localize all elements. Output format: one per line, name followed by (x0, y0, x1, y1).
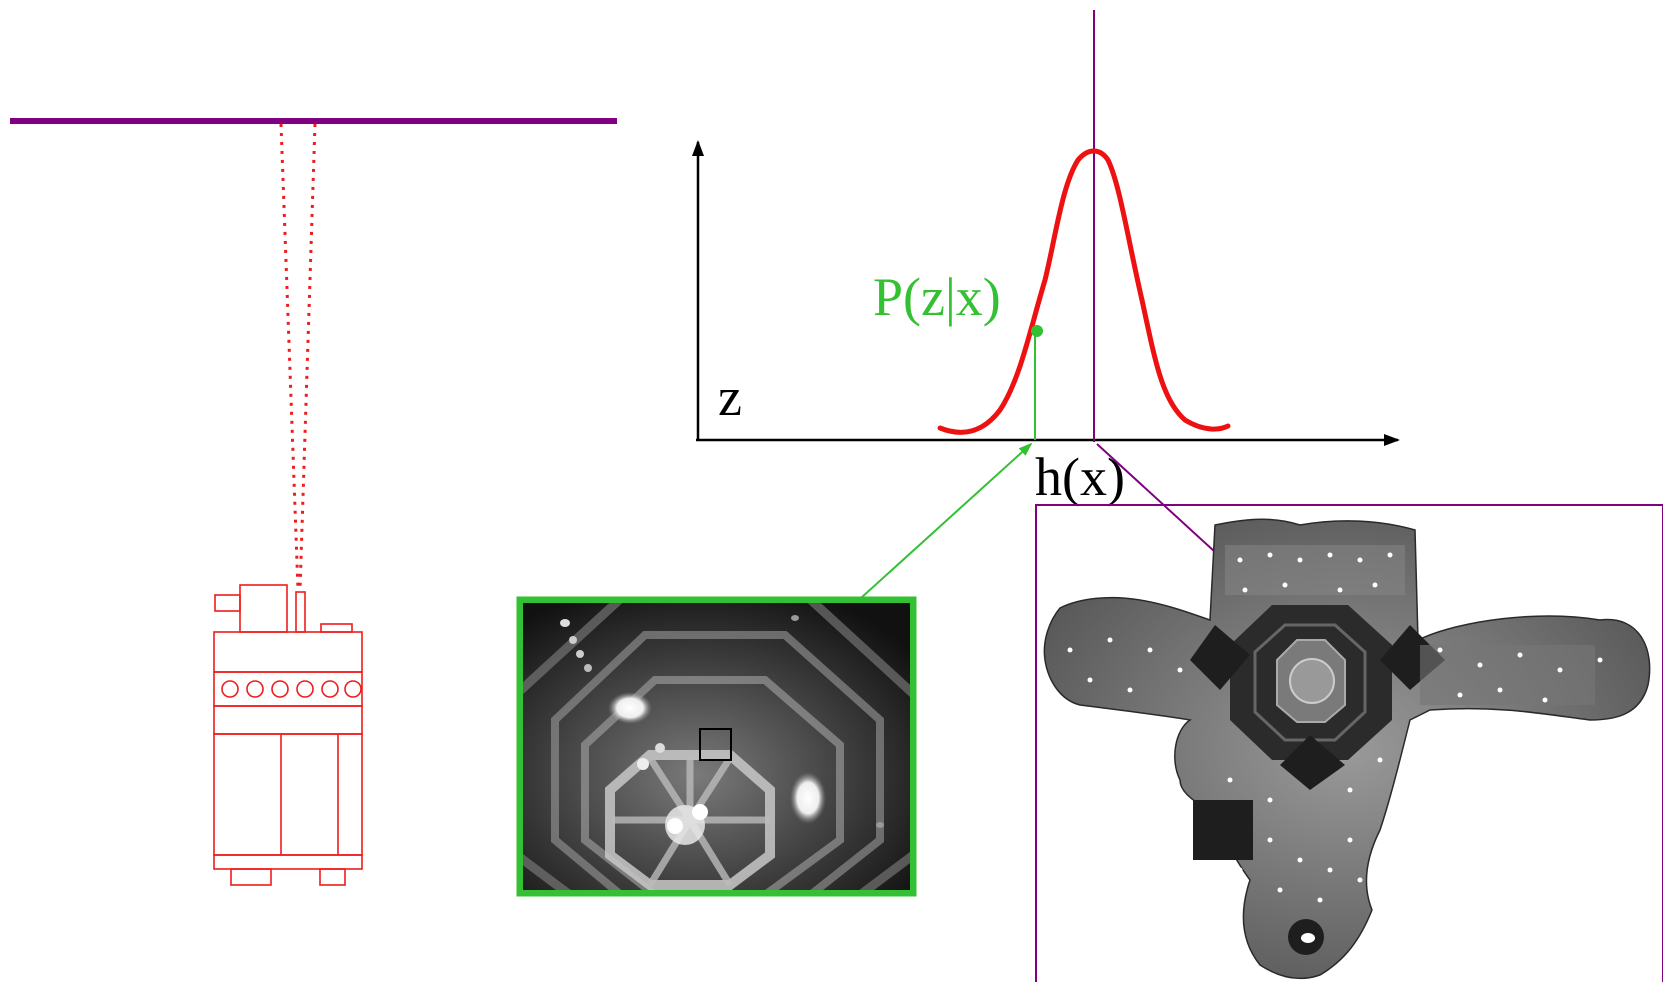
ceiling-mosaic-map (1043, 518, 1651, 980)
likelihood-label: P(z|x) (873, 267, 1001, 327)
camera-rays (279, 123, 317, 591)
photo-patch-marker (699, 728, 732, 761)
measurement-axis-label: z (718, 367, 742, 427)
likelihood-point (1031, 325, 1043, 337)
ceiling-camera-photo (516, 596, 917, 897)
likelihood-curve (937, 148, 1231, 435)
mobile-robot-icon (213, 584, 363, 886)
map-frame (1035, 504, 1663, 982)
plot-axes (692, 140, 1400, 446)
